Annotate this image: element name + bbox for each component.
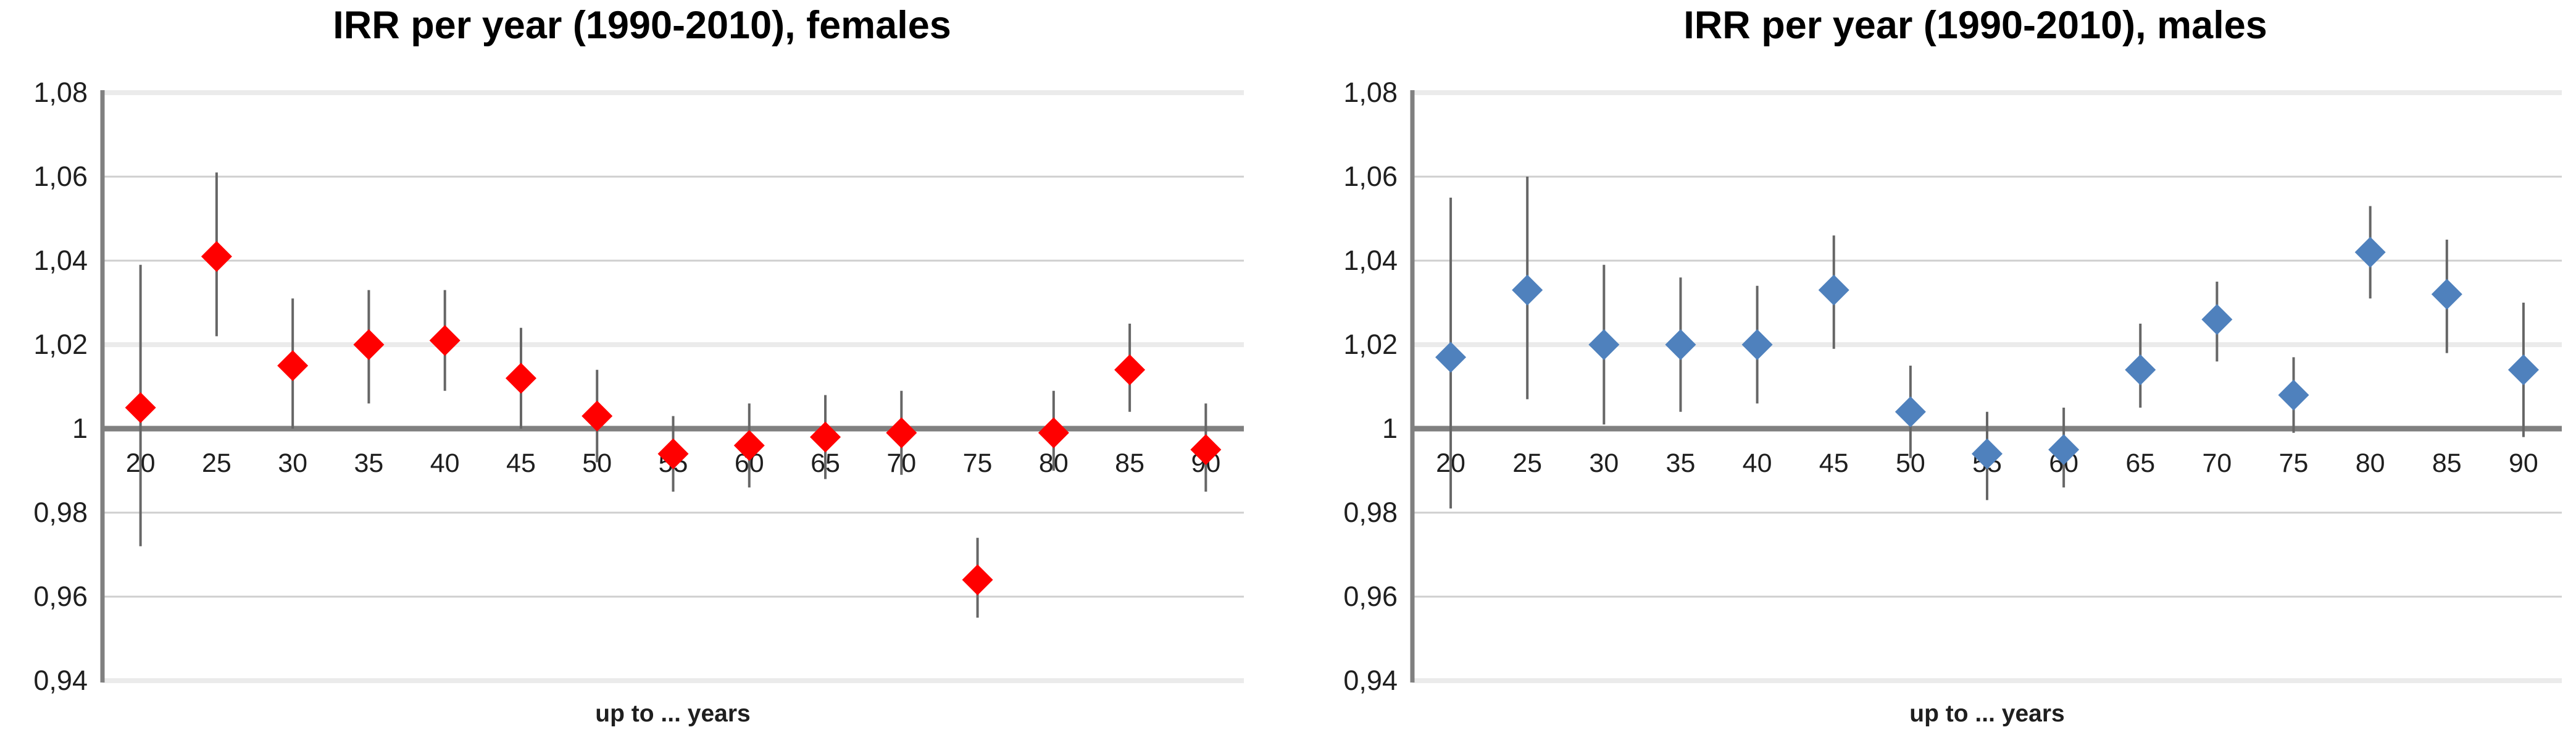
data-point-diamond (1894, 396, 1926, 427)
x-tick-label: 85 (2432, 448, 2462, 478)
y-tick-label: 0,98 (1343, 497, 1398, 528)
data-point-diamond (1588, 329, 1620, 360)
x-tick-label: 25 (1512, 448, 1542, 478)
x-tick-label: 30 (1589, 448, 1619, 478)
x-tick-label: 75 (2279, 448, 2309, 478)
x-tick-label: 35 (354, 448, 384, 478)
x-tick-label: 70 (2202, 448, 2232, 478)
data-point-diamond (1114, 354, 1146, 385)
y-tick-label: 1,04 (33, 245, 88, 276)
data-point-diamond (353, 329, 385, 360)
data-point-diamond (1512, 274, 1543, 306)
data-point-diamond (2278, 379, 2309, 411)
data-point-diamond (1435, 342, 1467, 373)
data-point-diamond (201, 241, 232, 272)
x-tick-label: 45 (1819, 448, 1849, 478)
x-tick-label: 65 (2125, 448, 2155, 478)
y-tick-label: 1 (1382, 413, 1398, 444)
data-point-diamond (2125, 354, 2156, 385)
data-point-diamond (2431, 279, 2462, 310)
y-tick-label: 1,02 (1343, 329, 1398, 360)
data-point-diamond (1190, 434, 1222, 465)
chart-title-females: IRR per year (1990-2010), females (333, 4, 951, 47)
data-point-diamond (1741, 329, 1773, 360)
y-tick-label: 1,08 (1343, 77, 1398, 108)
x-tick-label: 40 (430, 448, 460, 478)
x-axis-label-females: up to ... years (595, 700, 750, 727)
x-tick-label: 25 (202, 448, 231, 478)
x-tick-label: 80 (2356, 448, 2385, 478)
y-tick-label: 0,98 (33, 497, 88, 528)
y-tick-label: 0,96 (1343, 581, 1398, 612)
data-point-diamond (125, 392, 156, 423)
data-point-diamond (733, 430, 765, 461)
y-tick-label: 1,06 (33, 161, 88, 192)
data-point-diamond (429, 325, 461, 356)
data-point-diamond (962, 564, 993, 595)
data-point-diamond (505, 363, 536, 394)
x-tick-label: 45 (506, 448, 536, 478)
data-point-diamond (1972, 438, 2003, 469)
y-tick-label: 1,02 (33, 329, 88, 360)
x-tick-label: 30 (278, 448, 307, 478)
x-tick-label: 35 (1666, 448, 1696, 478)
y-tick-label: 0,94 (33, 665, 88, 696)
x-axis-label-males: up to ... years (1909, 700, 2064, 727)
data-point-diamond (810, 421, 841, 453)
x-tick-label: 85 (1115, 448, 1144, 478)
data-point-diamond (1038, 417, 1069, 448)
y-tick-label: 0,94 (1343, 665, 1398, 696)
y-tick-label: 1 (72, 413, 88, 444)
data-point-diamond (2354, 237, 2386, 268)
data-point-diamond (886, 417, 917, 448)
x-tick-label: 90 (2509, 448, 2538, 478)
x-tick-label: 40 (1743, 448, 1772, 478)
data-point-diamond (277, 350, 309, 381)
data-point-diamond (657, 438, 689, 469)
data-point-diamond (2048, 434, 2080, 465)
chart-title-males: IRR per year (1990-2010), males (1683, 4, 2267, 47)
y-tick-label: 1,06 (1343, 161, 1398, 192)
y-tick-label: 1,04 (1343, 245, 1398, 276)
data-point-diamond (1818, 274, 1849, 306)
x-tick-label: 75 (963, 448, 993, 478)
data-point-diamond (2201, 304, 2233, 335)
data-point-diamond (2507, 354, 2539, 385)
data-point-diamond (1665, 329, 1696, 360)
y-tick-label: 0,96 (33, 581, 88, 612)
data-point-diamond (581, 400, 613, 432)
y-tick-label: 1,08 (33, 77, 88, 108)
